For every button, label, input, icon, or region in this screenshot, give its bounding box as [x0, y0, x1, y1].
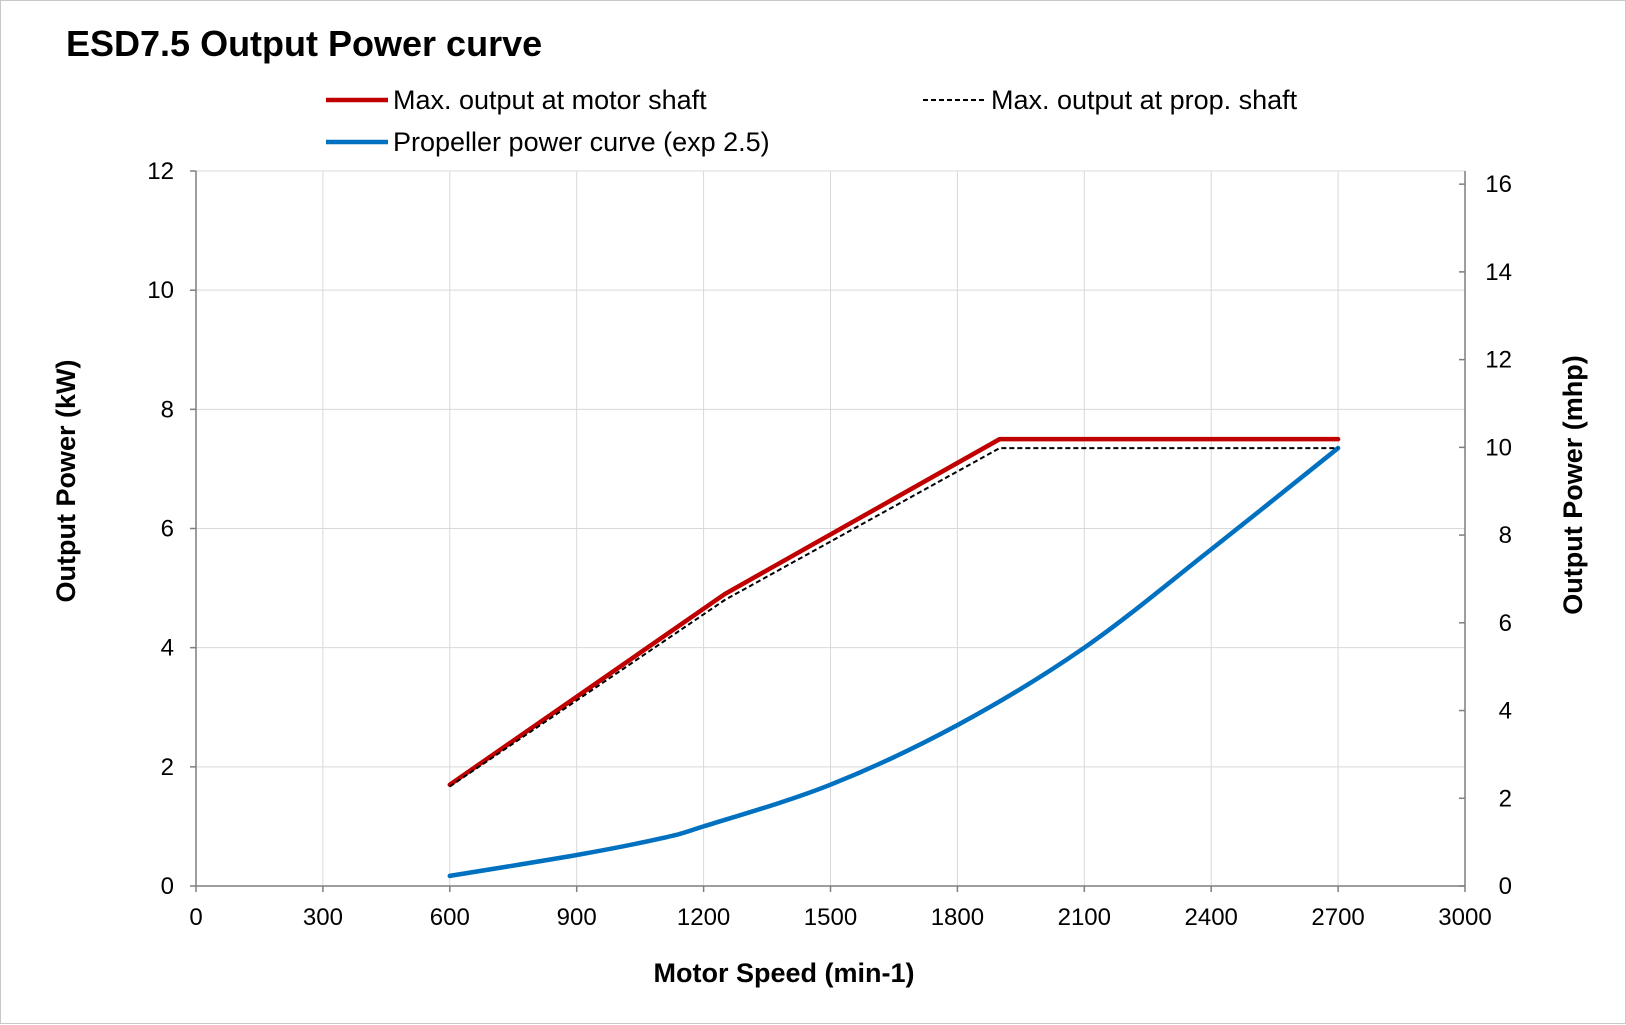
x-tick-label: 3000: [1438, 904, 1491, 931]
x-tick-label: 300: [303, 904, 343, 931]
y2-tick-label: 10: [1485, 434, 1512, 461]
y-tick-label: 2: [161, 754, 174, 781]
legend: Max. output at motor shaft Max. output a…: [326, 85, 1298, 157]
series-motor-shaft-line: [447, 436, 1341, 787]
x-tick-label: 1200: [677, 904, 730, 931]
x-tick-label: 2700: [1311, 904, 1364, 931]
y-tick-label: 8: [161, 396, 174, 423]
axes: [190, 170, 1466, 892]
y2-tick-label: 4: [1499, 698, 1512, 725]
y-tick-label: 10: [147, 277, 174, 304]
x-tick-label: 1800: [931, 904, 984, 931]
legend-label-propeller-curve: Propeller power curve (exp 2.5): [393, 127, 770, 157]
x-axis-title: Motor Speed (min-1): [654, 958, 915, 988]
y2-tick-label: 8: [1499, 522, 1512, 549]
y-axis-title: Output Power (kW): [51, 360, 81, 603]
x-tick-label: 600: [430, 904, 470, 931]
x-tick-label: 0: [189, 904, 202, 931]
y2-axis-title: Output Power (mhp): [1558, 355, 1588, 614]
x-tick-label: 2400: [1185, 904, 1238, 931]
y2-tick-label: 14: [1485, 259, 1512, 286]
tick-labels: 0 300 600 900 1200 1500 1800 2100 2400 2700 300002…: [147, 158, 1512, 931]
y2-tick-label: 2: [1499, 785, 1512, 812]
series-prop-shaft-line: [449, 447, 1339, 788]
y-tick-label: 4: [161, 635, 174, 662]
chart-title: ESD7.5 Output Power curve: [66, 23, 542, 64]
x-tick-label: 900: [557, 904, 597, 931]
legend-label-prop-shaft: Max. output at prop. shaft: [991, 85, 1298, 115]
x-tick-label: 1500: [804, 904, 857, 931]
x-tick-label: 2100: [1058, 904, 1111, 931]
y2-tick-label: 6: [1499, 610, 1512, 637]
y2-tick-label: 0: [1499, 873, 1512, 900]
y-tick-label: 6: [161, 516, 174, 543]
series-propeller-curve-line: [447, 445, 1341, 879]
series: [447, 436, 1341, 879]
y-tick-label: 0: [161, 873, 174, 900]
y2-tick-label: 12: [1485, 347, 1512, 374]
y2-tick-label: 16: [1485, 171, 1512, 198]
grid: [196, 171, 1465, 886]
legend-label-motor-shaft: Max. output at motor shaft: [393, 85, 707, 115]
y-tick-label: 12: [147, 158, 174, 185]
